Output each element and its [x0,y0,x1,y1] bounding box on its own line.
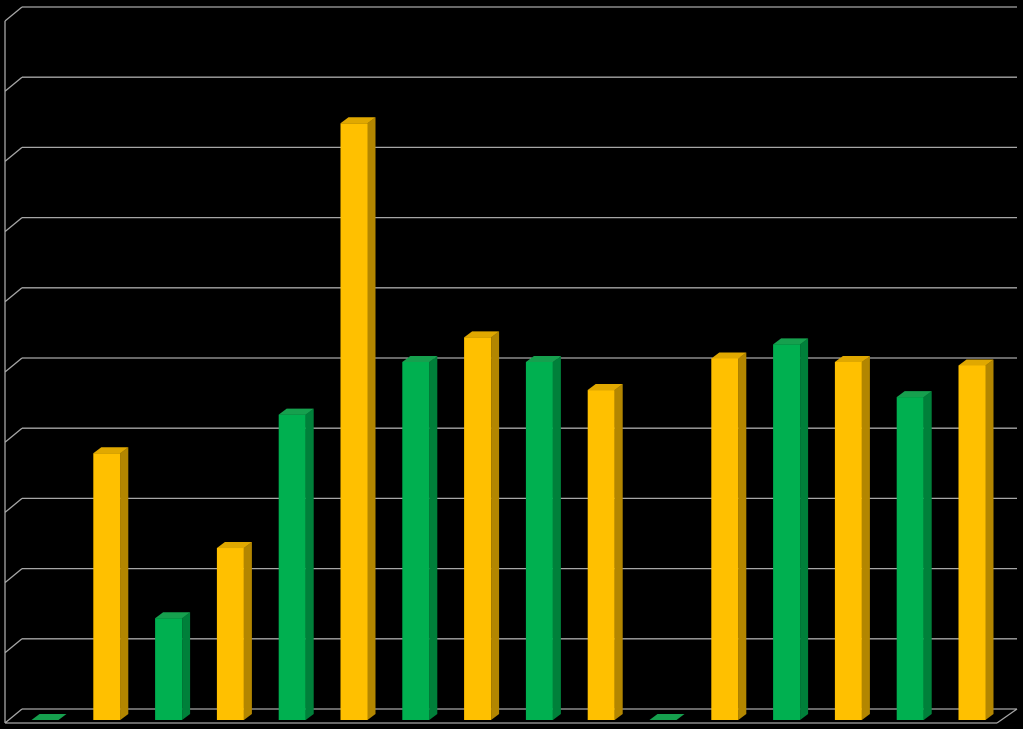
bar-2 [93,447,129,720]
bar-side [429,355,438,720]
bar-side [305,408,314,720]
bar-top [31,714,67,720]
bar-side [120,447,129,720]
bar-top [525,355,561,362]
wall-edge [4,76,23,92]
bar-top [587,384,623,391]
bar-top [773,338,809,345]
wall-edge [4,568,23,584]
bar-15 [896,391,932,720]
wall-edge [4,638,23,654]
bar-3 [155,612,191,720]
wall-edge [4,357,23,373]
bar-top [649,714,685,720]
bar-front [711,358,739,720]
bar-side [861,355,870,720]
wall-edge [4,146,23,162]
bar-top [216,542,252,549]
bar-side [552,355,561,720]
bar-side [985,359,994,720]
floor-corner [996,708,1018,724]
wall-edge [4,6,23,22]
bar-top [402,355,438,362]
bar-top [711,352,747,359]
bar-top [340,117,376,124]
bar-16 [958,359,994,720]
bar-front [216,548,244,720]
bar-4 [216,542,252,720]
bar-front [896,397,924,720]
bars [31,117,994,721]
bar-9 [525,355,561,720]
bar-side [738,352,747,720]
grid [4,6,1018,724]
wall-edge [4,427,23,443]
bar-5 [278,408,314,720]
bar-top [278,408,314,415]
bar-front [834,361,862,720]
bar-7 [402,355,438,720]
bar-front [958,365,986,720]
bar-12 [711,352,747,720]
bar-front [464,337,492,720]
bar-side [614,384,623,720]
bar-front [402,361,430,720]
wall-edge [4,287,23,303]
bar-top [93,447,129,454]
bar-side [182,612,191,720]
bar-top [958,359,994,366]
bar-14 [834,355,870,720]
bar-6 [340,117,376,721]
bar-1 [31,714,67,721]
bar-top [834,355,870,362]
bar-top [896,391,932,398]
bar-top [464,331,500,338]
bar-side [800,338,809,720]
bar-13 [773,338,809,720]
bar-front [773,344,801,720]
bar-side [367,117,376,721]
bar-8 [464,331,500,720]
bar-11 [649,714,685,721]
wall-edge [4,497,23,513]
bar-side [491,331,500,720]
bar-front [587,390,615,720]
wall-edge [4,217,23,233]
bar-side [923,391,932,720]
bar-front [155,618,183,720]
bar-front [340,123,368,721]
bar-10 [587,384,623,720]
wall-edge [4,708,23,724]
bar-front [278,414,306,720]
bar-side [243,542,252,720]
bar-top [155,612,191,619]
bar-front [525,361,553,720]
bar-front [93,453,121,720]
